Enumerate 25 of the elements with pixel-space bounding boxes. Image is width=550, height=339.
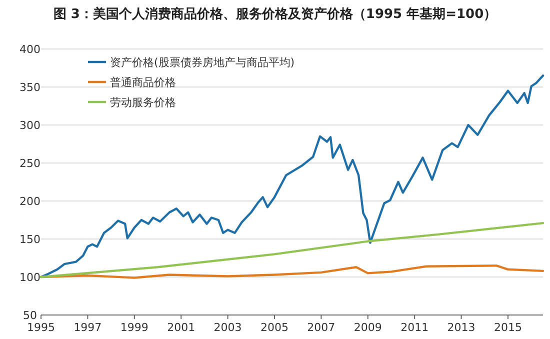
y-tick-label: 400: [20, 43, 40, 56]
x-tick-label: 1997: [74, 321, 102, 334]
y-tick-label: 350: [20, 81, 40, 94]
x-tick-label: 2009: [354, 321, 382, 334]
legend-label: 资产价格(股票债券房地产与商品平均): [110, 56, 295, 69]
y-tick-label: 150: [20, 233, 40, 246]
y-tick-label: 300: [20, 119, 40, 132]
legend-label: 劳动服务价格: [110, 96, 176, 109]
x-tick-label: 1995: [27, 321, 55, 334]
y-tick-label: 200: [20, 195, 40, 208]
x-tick-label: 2001: [167, 321, 196, 334]
chart-title: 图 3：美国个人消费商品价格、服务价格及资产价格（1995 年基期=100）: [53, 6, 497, 22]
x-tick-label: 2015: [494, 321, 522, 334]
y-tick-label: 100: [20, 271, 40, 284]
x-tick-label: 2007: [307, 321, 336, 334]
x-tick-label: 1999: [120, 321, 148, 334]
y-tick-label: 50: [23, 309, 37, 322]
x-tick-label: 2005: [260, 321, 288, 334]
x-tick-label: 2011: [400, 321, 429, 334]
x-tick-label: 2013: [447, 321, 476, 334]
line-series: [40, 74, 544, 278]
y-tick-label: 250: [20, 157, 40, 170]
line-series: [40, 222, 544, 278]
x-tick-label: 2003: [214, 321, 242, 334]
legend-label: 普通商品价格: [110, 76, 176, 89]
